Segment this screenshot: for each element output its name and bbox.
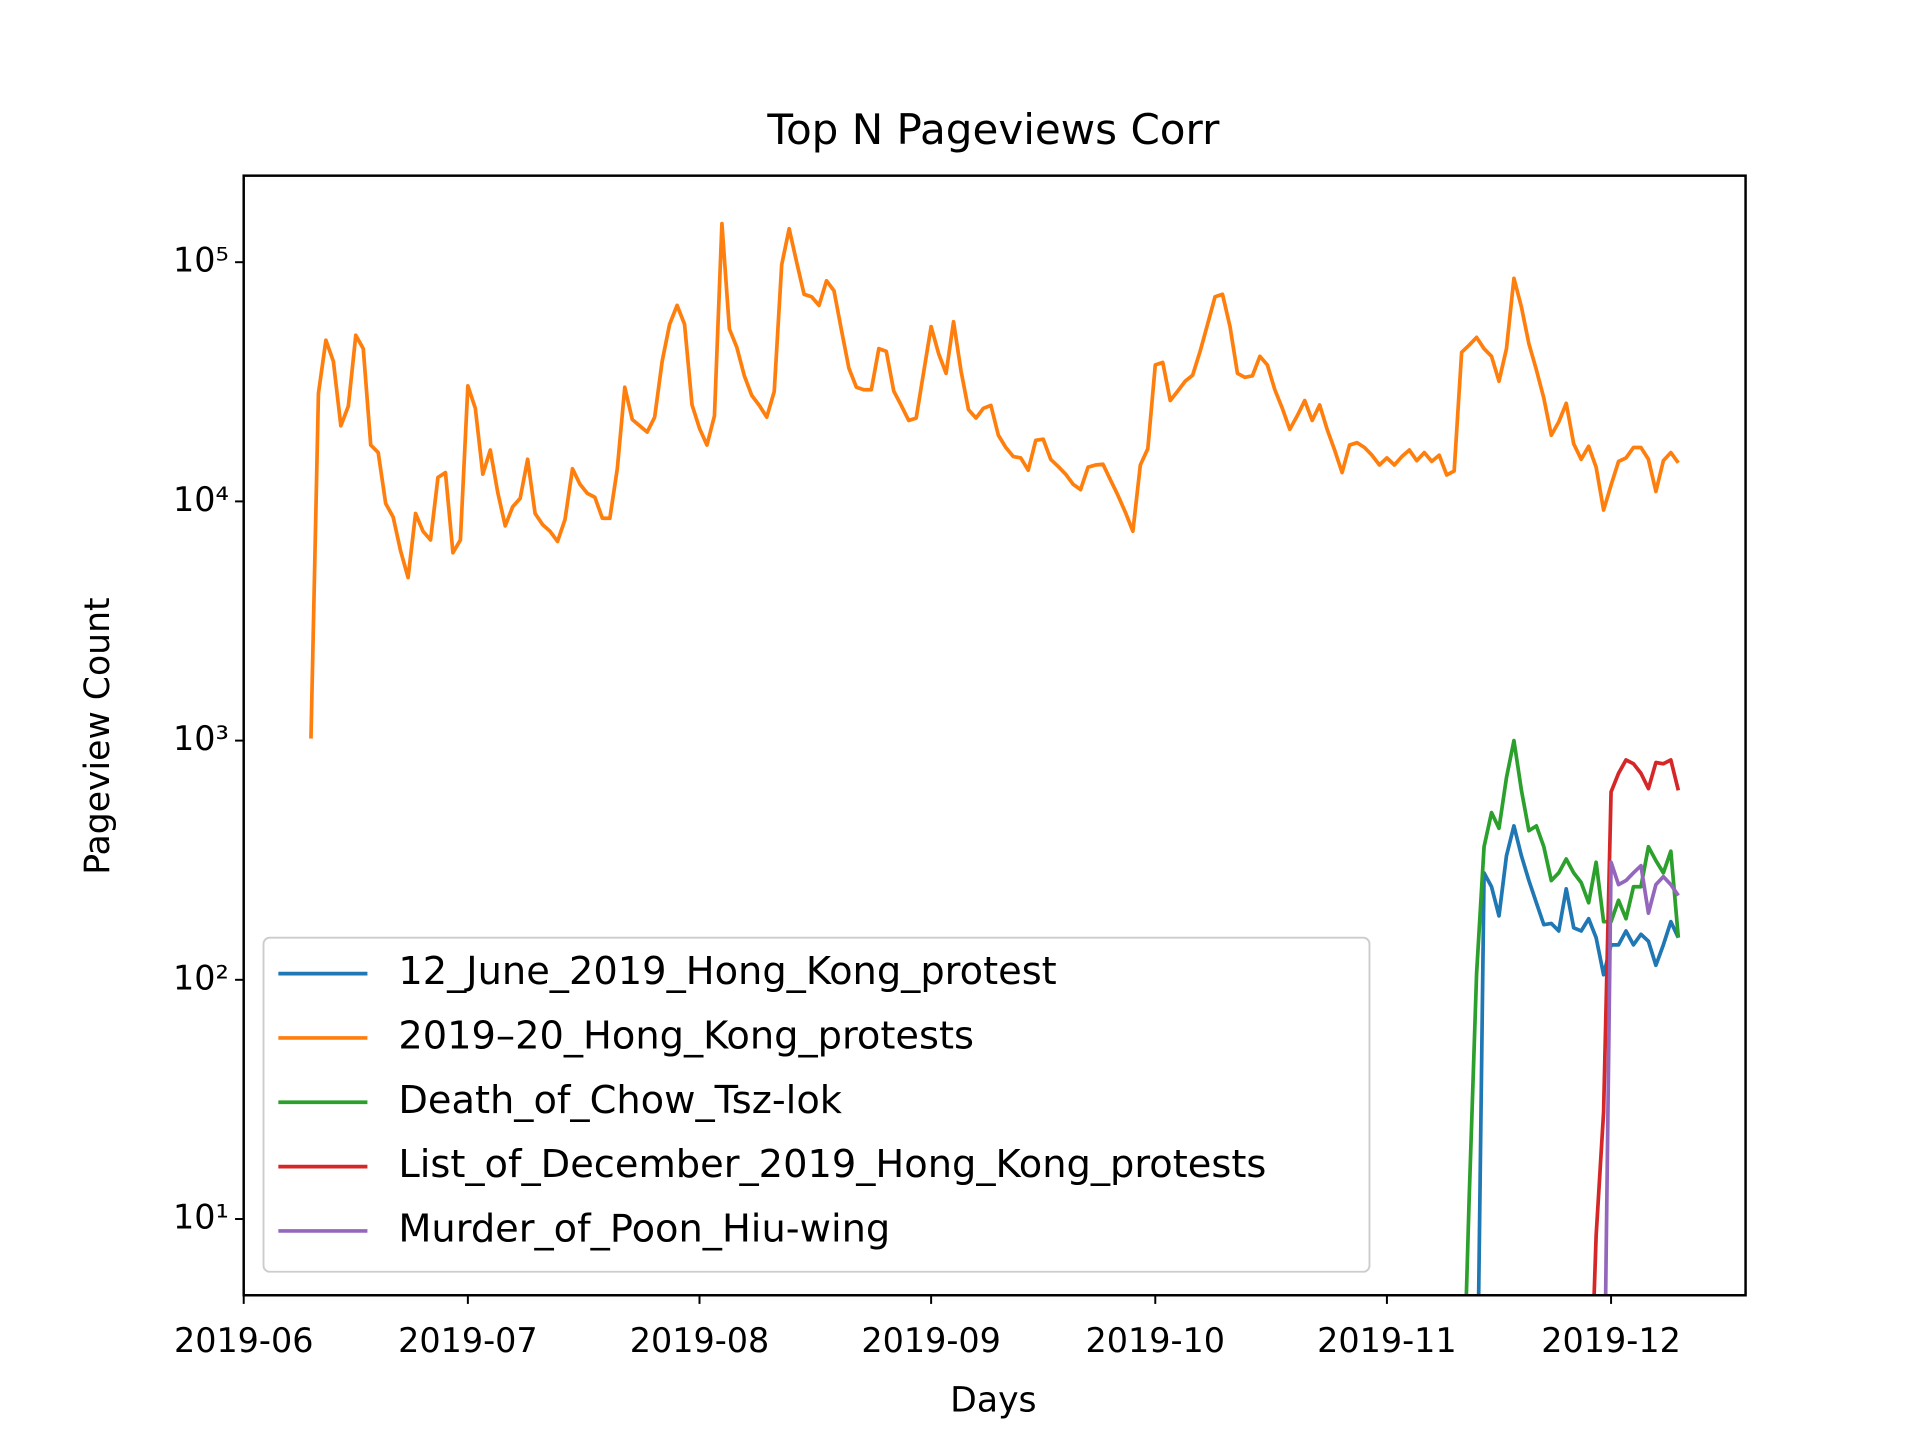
legend-label: Death_of_Chow_Tsz-lok <box>398 1078 842 1123</box>
y-axis-label: Pageview Count <box>78 597 118 874</box>
series-line <box>1592 758 1681 1296</box>
legend: 12_June_2019_Hong_Kong_protest 2019–20_Ho… <box>262 936 1371 1273</box>
y-tick-label: 10⁴ <box>173 480 229 519</box>
x-tick-label: 2019-12 <box>1541 1321 1681 1360</box>
series-line <box>1603 860 1680 1296</box>
series-line <box>309 221 1680 739</box>
legend-label: Murder_of_Poon_Hiu-wing <box>398 1206 890 1251</box>
x-tick-label: 2019-06 <box>174 1321 314 1360</box>
x-axis-label: Days <box>950 1381 1036 1421</box>
y-tick-label: 10² <box>173 958 229 997</box>
series-line <box>1476 824 1680 1296</box>
y-tick-label: 10³ <box>173 719 229 758</box>
x-tick-label: 2019-07 <box>398 1321 538 1360</box>
x-tick-label: 2019-10 <box>1086 1321 1226 1360</box>
legend-label: 2019–20_Hong_Kong_protests <box>398 1013 974 1058</box>
chart-title: Top N Pageviews Corr <box>766 105 1220 154</box>
legend-label: 12_June_2019_Hong_Kong_protest <box>398 949 1056 994</box>
x-tick-label: 2019-08 <box>630 1321 770 1360</box>
y-tick-label: 10⁵ <box>173 241 229 280</box>
x-tick-label: 2019-11 <box>1317 1321 1457 1360</box>
y-tick-label: 10¹ <box>173 1198 229 1237</box>
x-tick-label: 2019-09 <box>861 1321 1001 1360</box>
legend-box <box>262 936 1371 1273</box>
axes-frame <box>242 174 1747 1297</box>
legend-label: List_of_December_2019_Hong_Kong_protests <box>398 1142 1266 1187</box>
plot-area <box>309 221 1681 1296</box>
